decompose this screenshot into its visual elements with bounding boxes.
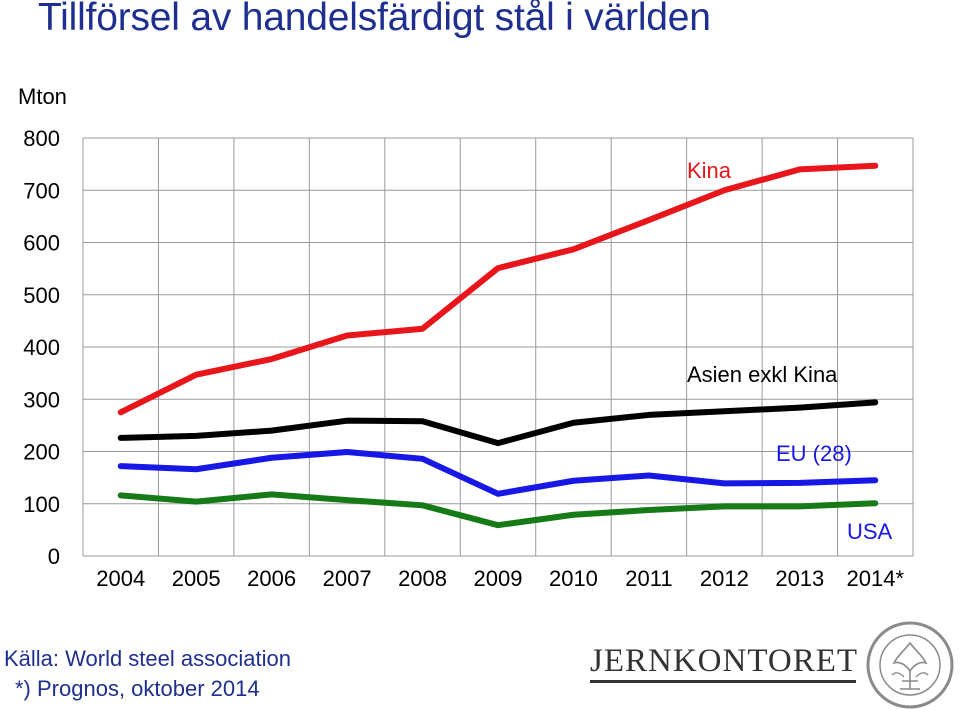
y-tick-label: 0 — [48, 544, 60, 569]
y-tick-label: 800 — [23, 126, 60, 151]
series-label: Kina — [687, 158, 732, 183]
x-tick-label: 2007 — [323, 566, 372, 591]
y-tick-label: 500 — [23, 283, 60, 308]
y-tick-label: 300 — [23, 387, 60, 412]
x-tick-label: 2013 — [775, 566, 824, 591]
y-tick-label: 600 — [23, 231, 60, 256]
y-tick-label: 200 — [23, 440, 60, 465]
x-tick-label: 2009 — [474, 566, 523, 591]
series-line — [117, 162, 879, 416]
x-tick-label: 2004 — [96, 566, 145, 591]
x-tick-label: 2012 — [700, 566, 749, 591]
x-tick-label: 2011 — [625, 566, 672, 591]
brand-underline — [590, 680, 856, 683]
series-lines — [117, 162, 879, 529]
x-tick-label: 2006 — [247, 566, 296, 591]
x-tick-label: 2005 — [172, 566, 221, 591]
series-line — [117, 491, 879, 529]
x-tick-label: 2008 — [398, 566, 447, 591]
series-line — [117, 449, 879, 497]
x-tick-label: 2010 — [549, 566, 598, 591]
x-tick-label: 2014* — [847, 566, 905, 591]
brand-wordmark: JERNKONTORET — [590, 643, 859, 679]
y-tick-label: 100 — [23, 492, 60, 517]
series-labels: Kina Asien exkl Kina EU (28) USA — [687, 158, 893, 544]
seal-logo — [866, 621, 954, 709]
y-tick-label: 700 — [23, 178, 60, 203]
series-label: EU (28) — [776, 441, 852, 466]
series-label: Asien exkl Kina — [687, 362, 838, 387]
y-unit-label: Mton — [18, 84, 67, 109]
source-note: Källa: World steel association — [4, 646, 291, 671]
series-label: USA — [847, 519, 893, 544]
y-tick-labels: 0 100 200 300 400 500 600 700 800 — [23, 126, 60, 569]
y-tick-label: 400 — [23, 335, 60, 360]
x-tick-labels: 2004 2005 2006 2007 2008 2009 2010 2011 2012 2013… — [96, 566, 904, 591]
forecast-footnote: *) Prognos, oktober 2014 — [15, 676, 260, 701]
chart-title: Tillförsel av handelsfärdigt stål i värl… — [38, 0, 711, 39]
series-line — [117, 399, 879, 447]
